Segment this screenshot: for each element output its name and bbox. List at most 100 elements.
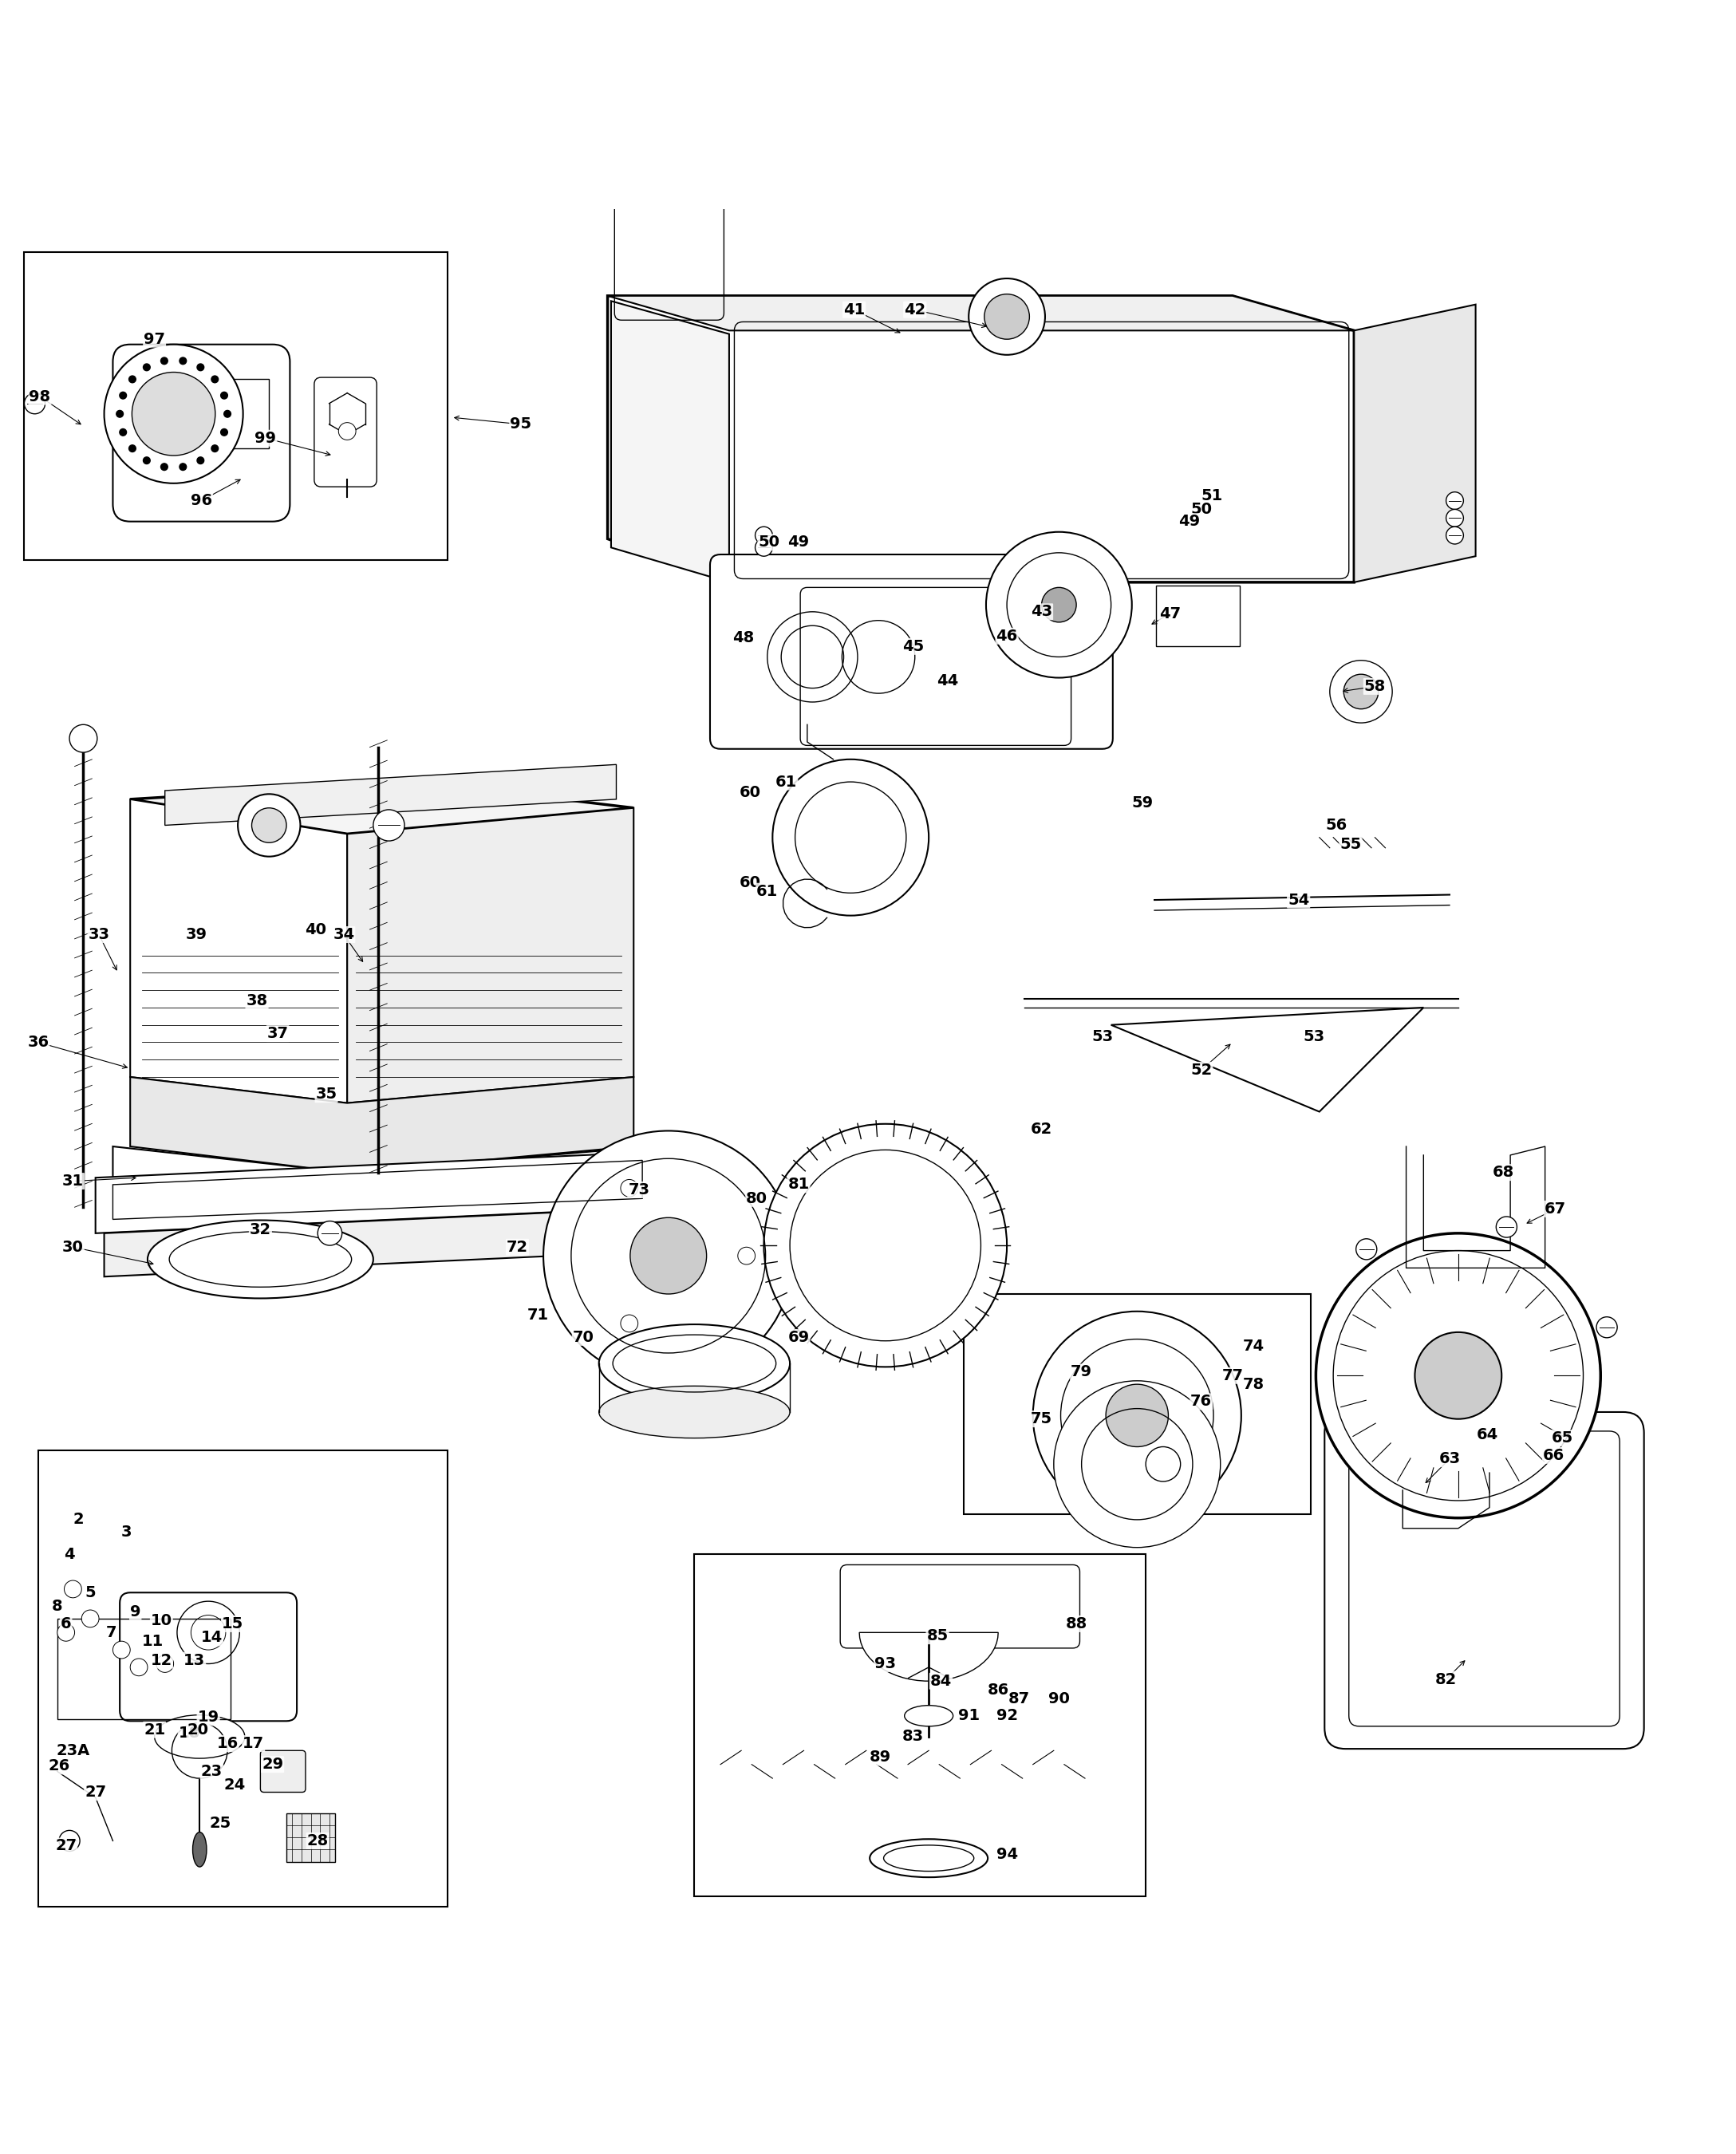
Polygon shape [859, 1633, 998, 1680]
Text: 96: 96 [191, 493, 212, 508]
Circle shape [69, 724, 97, 752]
Circle shape [198, 364, 205, 370]
Text: 40: 40 [306, 922, 326, 937]
Circle shape [59, 1831, 80, 1850]
Circle shape [543, 1131, 793, 1381]
Text: 21: 21 [144, 1723, 165, 1738]
Text: 82: 82 [1436, 1672, 1457, 1687]
Text: 27: 27 [56, 1840, 76, 1855]
Text: 49: 49 [1179, 515, 1200, 530]
Text: 35: 35 [316, 1088, 337, 1103]
Text: 9: 9 [130, 1605, 141, 1620]
FancyBboxPatch shape [1325, 1413, 1644, 1749]
Circle shape [57, 1624, 75, 1641]
Circle shape [1344, 674, 1378, 709]
Circle shape [82, 1609, 99, 1626]
Text: 58: 58 [1364, 679, 1385, 694]
Circle shape [969, 278, 1045, 355]
Text: 38: 38 [247, 993, 267, 1008]
Text: 26: 26 [49, 1758, 69, 1773]
Bar [963, 1295, 1311, 1514]
Text: 69: 69 [788, 1329, 809, 1344]
Circle shape [64, 1581, 82, 1598]
Text: 51: 51 [1201, 487, 1222, 504]
Text: 55: 55 [1340, 836, 1361, 853]
Text: 44: 44 [937, 674, 958, 689]
Text: 61: 61 [776, 773, 797, 791]
Text: 30: 30 [62, 1239, 83, 1254]
Text: 64: 64 [1477, 1428, 1498, 1443]
FancyBboxPatch shape [840, 1564, 1080, 1648]
Text: 60: 60 [740, 875, 760, 890]
Text: 16: 16 [217, 1736, 238, 1751]
Circle shape [220, 392, 227, 398]
Text: 33: 33 [89, 926, 109, 941]
Text: 98: 98 [30, 390, 50, 405]
Text: 91: 91 [958, 1708, 979, 1723]
Circle shape [1446, 491, 1463, 508]
Text: 6: 6 [61, 1616, 71, 1631]
Circle shape [128, 446, 135, 452]
Text: 68: 68 [1493, 1165, 1514, 1180]
Circle shape [755, 538, 773, 556]
Text: 50: 50 [1191, 502, 1212, 517]
Text: 19: 19 [198, 1710, 219, 1725]
Ellipse shape [193, 1833, 207, 1868]
Circle shape [116, 411, 123, 418]
Circle shape [1356, 1239, 1377, 1260]
Circle shape [179, 463, 186, 470]
Text: 23A: 23A [56, 1743, 90, 1758]
Circle shape [252, 808, 286, 842]
FancyBboxPatch shape [710, 554, 1113, 750]
Circle shape [630, 1217, 707, 1295]
Text: 72: 72 [507, 1239, 528, 1254]
Text: 48: 48 [733, 631, 753, 646]
Text: 23: 23 [201, 1764, 222, 1779]
Circle shape [1316, 1234, 1601, 1519]
Text: 7: 7 [106, 1624, 116, 1639]
Text: 70: 70 [573, 1329, 594, 1344]
Circle shape [1042, 588, 1076, 623]
Polygon shape [95, 1152, 660, 1234]
Text: 89: 89 [870, 1749, 891, 1764]
Circle shape [1446, 528, 1463, 545]
FancyBboxPatch shape [208, 379, 269, 448]
Circle shape [224, 411, 231, 418]
Text: 77: 77 [1222, 1368, 1243, 1383]
Bar [694, 1555, 1146, 1896]
Circle shape [120, 392, 127, 398]
Text: 83: 83 [903, 1730, 924, 1745]
Circle shape [24, 392, 45, 414]
Text: 2: 2 [73, 1512, 83, 1527]
Circle shape [161, 463, 168, 470]
Text: 52: 52 [1191, 1062, 1212, 1077]
Circle shape [104, 345, 243, 482]
Text: 63: 63 [1439, 1452, 1460, 1467]
Text: 10: 10 [151, 1613, 172, 1628]
Circle shape [128, 375, 135, 383]
Polygon shape [130, 782, 634, 834]
Polygon shape [130, 1077, 634, 1172]
Circle shape [142, 457, 149, 463]
Text: 8: 8 [52, 1598, 62, 1613]
Ellipse shape [599, 1385, 790, 1439]
Text: 86: 86 [988, 1682, 1009, 1697]
Text: 94: 94 [996, 1848, 1017, 1863]
Text: 79: 79 [1071, 1363, 1092, 1381]
Text: 5: 5 [85, 1585, 95, 1600]
Text: 92: 92 [996, 1708, 1017, 1723]
Text: 85: 85 [927, 1628, 948, 1644]
Polygon shape [165, 765, 616, 825]
Text: 49: 49 [788, 534, 809, 549]
Text: 45: 45 [903, 640, 924, 655]
Text: 93: 93 [875, 1656, 896, 1672]
Text: 11: 11 [142, 1633, 163, 1648]
Circle shape [212, 446, 219, 452]
Text: 88: 88 [1066, 1616, 1087, 1631]
Text: 71: 71 [528, 1307, 549, 1323]
Polygon shape [1354, 304, 1476, 582]
Circle shape [621, 1314, 639, 1331]
Text: 27: 27 [85, 1786, 106, 1801]
Circle shape [1146, 1447, 1180, 1482]
Polygon shape [130, 799, 347, 1103]
